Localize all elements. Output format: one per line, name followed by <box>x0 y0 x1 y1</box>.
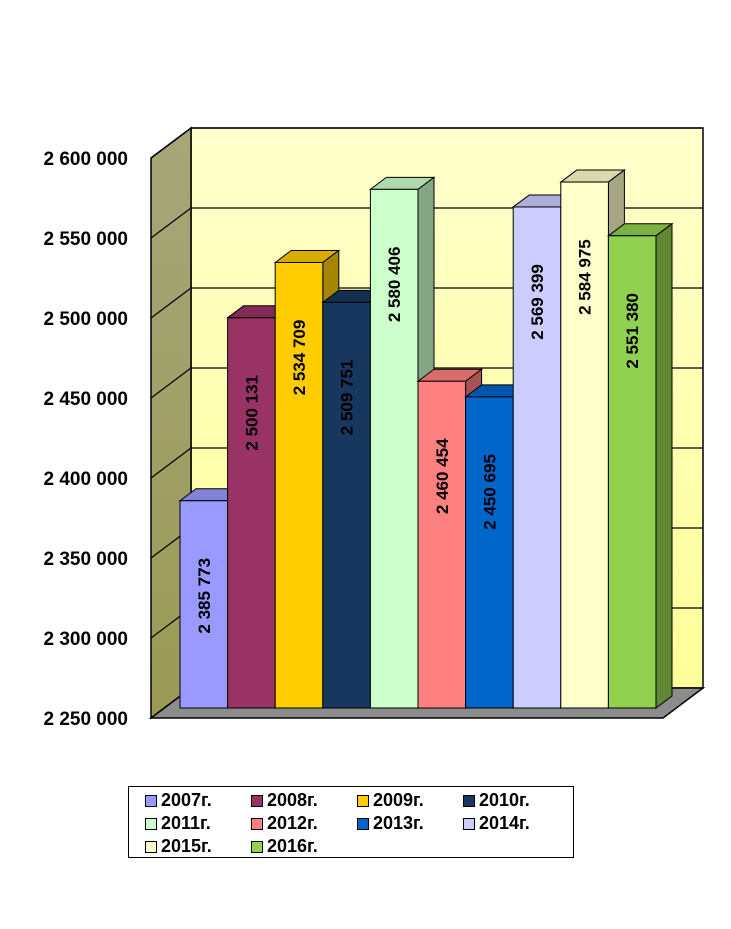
y-axis-ticks: 2 250 000 2 300 000 2 350 000 2 400 000 2 45… <box>43 149 128 730</box>
legend-item: 2014г. <box>463 812 569 835</box>
bar <box>465 396 514 709</box>
y-tick-label: 2 500 000 <box>43 309 128 330</box>
legend-label: 2011г. <box>161 813 211 833</box>
gridline-side <box>150 207 192 239</box>
legend-label: 2007г. <box>161 790 212 810</box>
gridline-side <box>150 367 192 399</box>
legend-item: 2007г. <box>145 789 251 812</box>
legend-swatch <box>357 817 369 830</box>
legend-item: 2015г. <box>145 835 251 858</box>
bar <box>227 317 276 709</box>
legend-item: 2013г. <box>357 812 463 835</box>
legend-item: 2009г. <box>357 789 463 812</box>
data-label: 2 534 709 <box>290 320 309 396</box>
legend-item: 2016г. <box>251 835 357 858</box>
bars: 2 385 773 2 500 131 2 534 709 2 509 751 2 58… <box>178 169 674 709</box>
data-label: 2 584 975 <box>576 239 595 315</box>
legend-label: 2015г. <box>161 836 212 856</box>
legend: 2007г. 2008г. 2009г. 2010г. 2011г. 2012г. 2013… <box>128 786 574 858</box>
data-label: 2 580 406 <box>385 247 404 323</box>
legend-label: 2014г. <box>479 813 530 833</box>
bar <box>179 500 229 709</box>
legend-item: 2010г. <box>463 789 569 812</box>
legend-swatch <box>145 817 157 830</box>
legend-swatch <box>357 794 369 807</box>
gridline-side <box>150 447 192 479</box>
legend-label: 2009г. <box>373 790 424 810</box>
bar <box>560 181 609 709</box>
y-tick-label: 2 600 000 <box>43 149 128 170</box>
bar <box>322 301 371 709</box>
data-label: 2 450 695 <box>480 454 499 530</box>
legend-swatch <box>251 817 263 830</box>
gridline-side <box>150 127 192 159</box>
data-label: 2 500 131 <box>242 375 261 451</box>
legend-label: 2008г. <box>267 790 318 810</box>
y-tick-label: 2 550 000 <box>43 229 128 250</box>
legend-swatch <box>463 794 475 807</box>
legend-swatch <box>463 817 475 830</box>
legend-item: 2008г. <box>251 789 357 812</box>
legend-label: 2010г. <box>479 790 530 810</box>
data-label: 2 460 454 <box>433 438 452 514</box>
data-label: 2 509 751 <box>338 360 357 436</box>
legend-item: 2011г. <box>145 812 251 835</box>
data-label: 2 551 380 <box>623 293 642 369</box>
legend-label: 2012г. <box>267 813 318 833</box>
bar <box>369 188 419 709</box>
legend-swatch <box>251 840 263 853</box>
y-tick-label: 2 400 000 <box>43 469 128 490</box>
bar <box>607 235 657 709</box>
legend-label: 2016г. <box>267 836 318 856</box>
bar-side <box>655 222 673 709</box>
data-label: 2 569 399 <box>528 264 547 340</box>
y-tick-label: 2 300 000 <box>43 629 128 650</box>
y-tick-label: 2 450 000 <box>43 389 128 410</box>
bar <box>274 261 324 709</box>
legend-item: 2012г. <box>251 812 357 835</box>
y-tick-label: 2 350 000 <box>43 549 128 570</box>
legend-swatch <box>145 794 157 807</box>
legend-swatch <box>251 794 263 807</box>
bar <box>417 380 467 709</box>
bar-2016г.: 2 551 380 <box>606 222 674 709</box>
legend-label: 2013г. <box>373 813 424 833</box>
data-label: 2 385 773 <box>195 558 214 634</box>
legend-swatch <box>145 840 157 853</box>
y-tick-label: 2 250 000 <box>43 709 128 730</box>
gridline-side <box>150 287 192 319</box>
